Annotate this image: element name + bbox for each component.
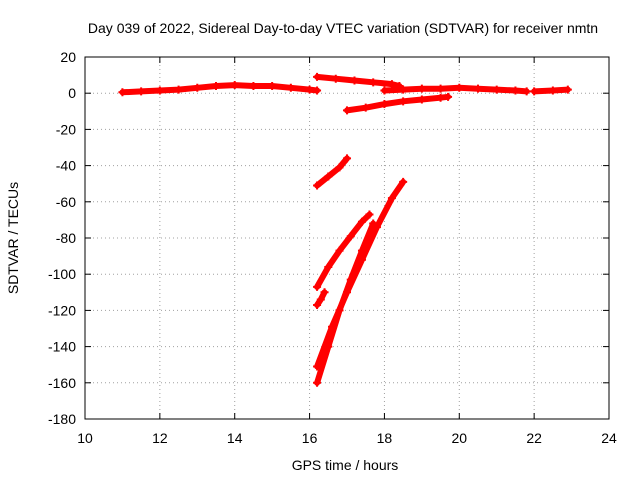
data-point <box>331 74 340 83</box>
data-point <box>369 78 378 87</box>
data-point <box>118 88 127 97</box>
y-tick-label: -180 <box>48 411 76 427</box>
data-point <box>399 97 408 106</box>
data-point <box>305 85 314 94</box>
y-tick-label: -100 <box>48 266 76 282</box>
data-series-line <box>314 211 373 290</box>
data-point <box>286 83 295 92</box>
data-point <box>436 84 445 93</box>
data-point <box>365 210 374 219</box>
data-segment <box>118 81 322 97</box>
chart-title: Day 039 of 2022, Sidereal Day-to-day VTE… <box>88 20 598 36</box>
data-point <box>324 172 333 181</box>
data-point <box>313 378 322 387</box>
y-tick-label: -60 <box>56 194 76 210</box>
data-point <box>417 95 426 104</box>
data-point <box>193 83 202 92</box>
data-point <box>474 84 482 93</box>
x-tick-label: 16 <box>302 430 318 446</box>
data-segment <box>313 288 329 309</box>
data-point <box>346 232 355 241</box>
data-point <box>313 282 322 291</box>
data-point <box>230 81 239 90</box>
data-point <box>357 246 366 255</box>
y-tick-label: -20 <box>56 121 76 137</box>
data-point <box>492 85 501 94</box>
data-segment <box>343 92 453 115</box>
data-point <box>444 92 453 101</box>
data-point <box>324 342 333 351</box>
data-segment <box>530 85 572 96</box>
data-point <box>357 217 366 226</box>
data-point <box>343 154 351 163</box>
x-tick-label: 22 <box>526 430 542 446</box>
x-tick-label: 20 <box>451 430 467 446</box>
data-point <box>335 246 344 255</box>
data-point <box>320 288 329 297</box>
data-point <box>313 72 322 81</box>
data-point <box>417 84 426 93</box>
y-tick-label: -40 <box>56 158 76 174</box>
data-series <box>118 72 572 387</box>
x-tick-label: 24 <box>601 430 617 446</box>
data-point <box>436 93 445 102</box>
data-series-line <box>314 220 377 386</box>
data-point <box>361 103 370 112</box>
data-point <box>522 87 531 96</box>
data-point <box>212 81 220 90</box>
data-point <box>335 306 344 315</box>
data-point <box>346 275 355 284</box>
data-point <box>268 81 277 90</box>
data-point <box>563 85 572 94</box>
data-point <box>380 86 389 95</box>
data-segment <box>380 83 531 96</box>
x-tick-label: 14 <box>227 430 243 446</box>
y-tick-label: -160 <box>48 375 76 391</box>
x-tick-label: 18 <box>377 430 393 446</box>
data-point <box>399 85 408 94</box>
data-point <box>313 300 322 309</box>
data-point <box>548 86 557 95</box>
data-point <box>324 262 333 271</box>
data-point <box>335 163 344 172</box>
data-point <box>387 194 396 203</box>
data-point <box>137 87 146 96</box>
x-tick-labels: 10 12 14 16 18 20 22 24 <box>77 430 617 446</box>
data-point <box>455 83 464 92</box>
data-point <box>316 295 325 304</box>
x-tick-label: 12 <box>152 430 168 446</box>
data-point <box>387 80 396 89</box>
data-point <box>249 81 258 90</box>
y-tick-label: -140 <box>48 339 76 355</box>
data-point <box>511 86 520 95</box>
y-tick-labels: 20 0 -20 -40 -60 -80 -100 -120 -140 -160 -180 <box>48 49 76 427</box>
x-axis-title: GPS time / hours <box>292 457 399 473</box>
data-point <box>313 86 322 95</box>
data-segment <box>313 210 374 291</box>
data-point <box>369 219 378 228</box>
data-point <box>399 177 408 186</box>
y-axis-title: SDTVAR / TECUs <box>5 182 21 294</box>
y-tick-label: 20 <box>60 49 76 65</box>
data-point <box>155 86 164 95</box>
data-point <box>313 181 322 190</box>
data-point <box>174 85 183 94</box>
x-tick-label: 10 <box>77 430 93 446</box>
y-tick-label: -120 <box>48 302 76 318</box>
data-point <box>380 100 389 109</box>
y-tick-label: -80 <box>56 230 76 246</box>
data-point <box>343 106 351 115</box>
data-segment <box>313 219 378 387</box>
data-series-line <box>314 155 350 189</box>
data-point <box>530 87 539 96</box>
axis-ticks <box>84 56 610 420</box>
data-segment <box>313 154 351 190</box>
data-point <box>350 76 359 85</box>
y-tick-label: 0 <box>68 85 76 101</box>
